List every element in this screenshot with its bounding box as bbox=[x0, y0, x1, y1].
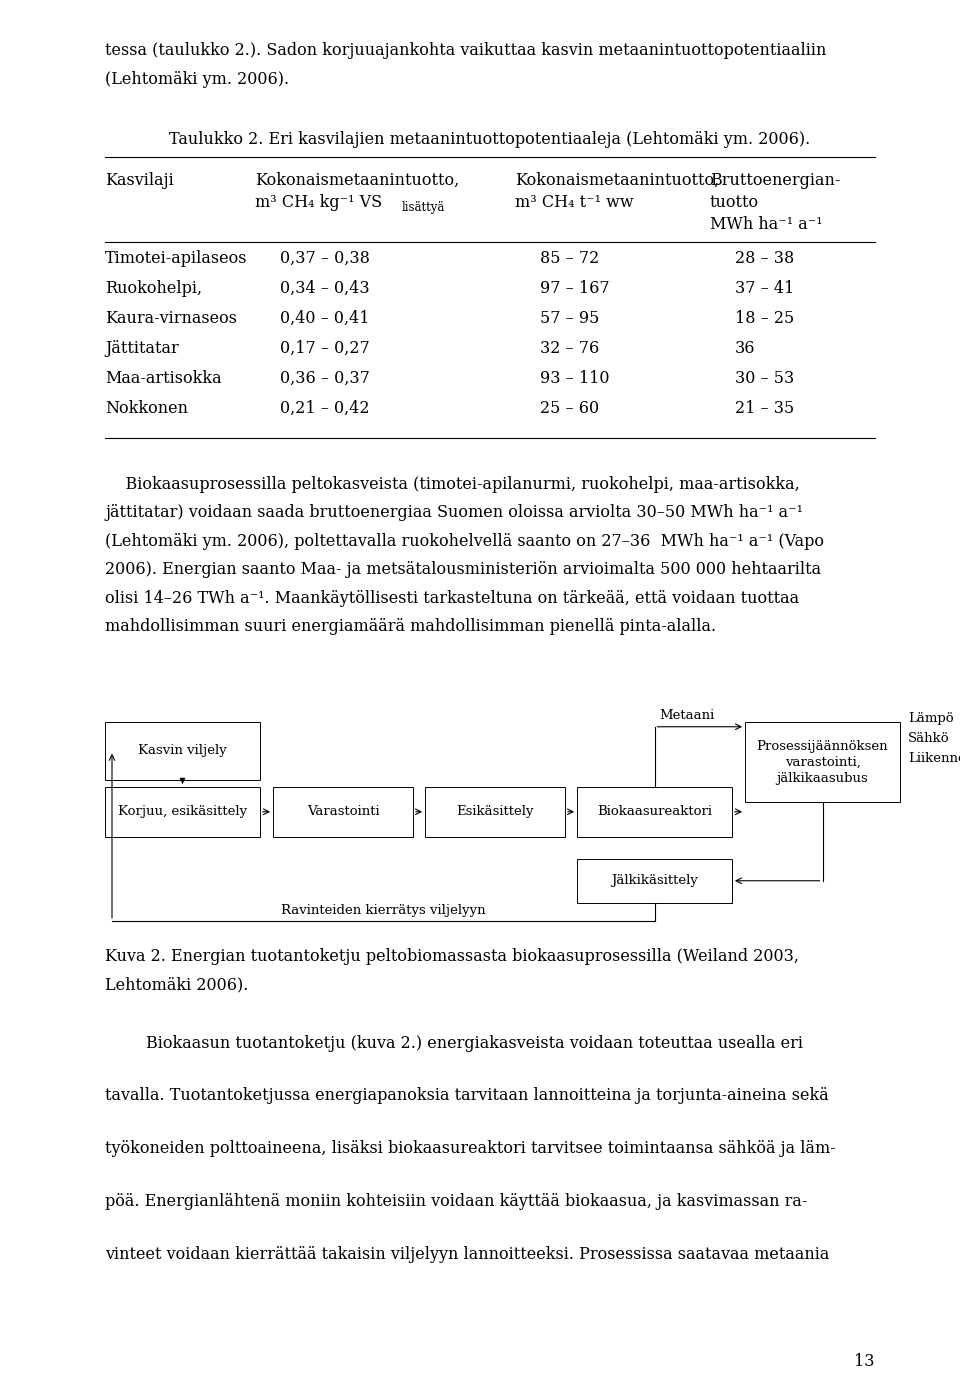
Bar bbox=[105, 722, 260, 780]
Text: 0,34 – 0,43: 0,34 – 0,43 bbox=[280, 280, 370, 296]
Text: mahdollisimman suuri energiamäärä mahdollisimman pienellä pinta-alalla.: mahdollisimman suuri energiamäärä mahdol… bbox=[105, 618, 716, 636]
Text: Sähkö: Sähkö bbox=[908, 732, 949, 744]
Text: Jättitatar: Jättitatar bbox=[105, 339, 179, 356]
Text: 57 – 95: 57 – 95 bbox=[540, 310, 599, 327]
Text: Kasvin viljely: Kasvin viljely bbox=[138, 744, 227, 757]
Text: 0,21 – 0,42: 0,21 – 0,42 bbox=[280, 399, 370, 417]
Text: työkoneiden polttoaineena, lisäksi biokaasureaktori tarvitsee toimintaansa sähkö: työkoneiden polttoaineena, lisäksi bioka… bbox=[105, 1141, 836, 1157]
Text: (Lehtomäki ym. 2006).: (Lehtomäki ym. 2006). bbox=[105, 71, 289, 88]
Text: 28 – 38: 28 – 38 bbox=[735, 250, 794, 267]
Text: tessa (taulukko 2.). Sadon korjuuajankohta vaikuttaa kasvin metaanintuottopotent: tessa (taulukko 2.). Sadon korjuuajankoh… bbox=[105, 42, 827, 58]
Bar bbox=[745, 722, 900, 803]
Text: Kasvilaji: Kasvilaji bbox=[105, 171, 174, 189]
Text: Ruokohelpi,: Ruokohelpi, bbox=[105, 280, 203, 296]
Text: Biokaasuprosessilla peltokasveista (timotei-apilanurmi, ruokohelpi, maa-artisokk: Biokaasuprosessilla peltokasveista (timo… bbox=[105, 476, 800, 492]
Bar bbox=[577, 858, 732, 903]
Text: 0,37 – 0,38: 0,37 – 0,38 bbox=[280, 250, 370, 267]
Text: Jälkikäsittely: Jälkikäsittely bbox=[612, 875, 698, 887]
Text: Maa-artisokka: Maa-artisokka bbox=[105, 370, 222, 387]
Text: Biokaasureaktori: Biokaasureaktori bbox=[597, 805, 712, 818]
Text: pöä. Energianlähtenä moniin kohteisiin voidaan käyttää biokaasua, ja kasvimassan: pöä. Energianlähtenä moniin kohteisiin v… bbox=[105, 1193, 807, 1210]
Text: 18 – 25: 18 – 25 bbox=[735, 310, 794, 327]
Text: 37 – 41: 37 – 41 bbox=[735, 280, 794, 296]
Bar bbox=[425, 787, 565, 837]
Text: 0,36 – 0,37: 0,36 – 0,37 bbox=[280, 370, 370, 387]
Text: Biokaasun tuotantoketju (kuva 2.) energiakasveista voidaan toteuttaa usealla eri: Biokaasun tuotantoketju (kuva 2.) energi… bbox=[105, 1035, 803, 1052]
Text: Esikäsittely: Esikäsittely bbox=[456, 805, 534, 818]
Text: MWh ha⁻¹ a⁻¹: MWh ha⁻¹ a⁻¹ bbox=[710, 216, 823, 234]
Text: Bruttoenergian-: Bruttoenergian- bbox=[710, 171, 840, 189]
Bar bbox=[105, 787, 260, 837]
Text: Prosessijäännöksen
varastointi,
jälkikaasubus: Prosessijäännöksen varastointi, jälkikaa… bbox=[756, 740, 888, 785]
Text: 21 – 35: 21 – 35 bbox=[735, 399, 794, 417]
Text: Kuva 2. Energian tuotantoketju peltobiomassasta biokaasuprosessilla (Weiland 200: Kuva 2. Energian tuotantoketju peltobiom… bbox=[105, 947, 799, 965]
Text: 13: 13 bbox=[854, 1353, 875, 1370]
Text: 0,40 – 0,41: 0,40 – 0,41 bbox=[280, 310, 370, 327]
Text: Metaani: Metaani bbox=[660, 709, 715, 722]
Text: 97 – 167: 97 – 167 bbox=[540, 280, 610, 296]
Text: (Lehtomäki ym. 2006), poltettavalla ruokohelvellä saanto on 27–36  MWh ha⁻¹ a⁻¹ : (Lehtomäki ym. 2006), poltettavalla ruok… bbox=[105, 533, 824, 549]
Text: 2006). Energian saanto Maa- ja metsätalousministeriön arvioimalta 500 000 hehtaa: 2006). Energian saanto Maa- ja metsätalo… bbox=[105, 561, 821, 579]
Text: Lämpö: Lämpö bbox=[908, 712, 953, 725]
Text: 85 – 72: 85 – 72 bbox=[540, 250, 599, 267]
Text: Varastointi: Varastointi bbox=[306, 805, 379, 818]
Text: jättitatar) voidaan saada bruttoenergiaa Suomen oloissa arviolta 30–50 MWh ha⁻¹ : jättitatar) voidaan saada bruttoenergiaa… bbox=[105, 505, 803, 522]
Text: m³ CH₄ kg⁻¹ VS: m³ CH₄ kg⁻¹ VS bbox=[255, 193, 382, 211]
Text: Kokonaismetaanintuotto,: Kokonaismetaanintuotto, bbox=[255, 171, 459, 189]
Text: 93 – 110: 93 – 110 bbox=[540, 370, 610, 387]
Text: m³ CH₄ t⁻¹ ww: m³ CH₄ t⁻¹ ww bbox=[515, 193, 634, 211]
Text: 32 – 76: 32 – 76 bbox=[540, 339, 599, 356]
Bar bbox=[273, 787, 413, 837]
Text: Korjuu, esikäsittely: Korjuu, esikäsittely bbox=[118, 805, 247, 818]
Text: Lehtomäki 2006).: Lehtomäki 2006). bbox=[105, 976, 249, 993]
Text: Taulukko 2. Eri kasvilajien metaanintuottopotentiaaleja (Lehtomäki ym. 2006).: Taulukko 2. Eri kasvilajien metaanintuot… bbox=[169, 131, 810, 147]
Text: Timotei-apilaseos: Timotei-apilaseos bbox=[105, 250, 248, 267]
Text: 25 – 60: 25 – 60 bbox=[540, 399, 599, 417]
Text: Nokkonen: Nokkonen bbox=[105, 399, 188, 417]
Text: 36: 36 bbox=[735, 339, 756, 356]
Text: tavalla. Tuotantoketjussa energiapanoksia tarvitaan lannoitteina ja torjunta-ain: tavalla. Tuotantoketjussa energiapanoksi… bbox=[105, 1088, 828, 1104]
Text: vinteet voidaan kierrättää takaisin viljelyyn lannoitteeksi. Prosessissa saatava: vinteet voidaan kierrättää takaisin vilj… bbox=[105, 1246, 829, 1263]
Text: Kaura-virnaseos: Kaura-virnaseos bbox=[105, 310, 237, 327]
Bar bbox=[577, 787, 732, 837]
Text: tuotto: tuotto bbox=[710, 193, 759, 211]
Text: 0,17 – 0,27: 0,17 – 0,27 bbox=[280, 339, 370, 356]
Text: lisättyä: lisättyä bbox=[402, 200, 445, 214]
Text: Ravinteiden kierrätys viljelyyn: Ravinteiden kierrätys viljelyyn bbox=[281, 904, 486, 917]
Text: Liikennepolttoaine: Liikennepolttoaine bbox=[908, 751, 960, 765]
Text: 30 – 53: 30 – 53 bbox=[735, 370, 794, 387]
Text: olisi 14–26 TWh a⁻¹. Maankäytöllisesti tarkasteltuna on tärkeää, että voidaan tu: olisi 14–26 TWh a⁻¹. Maankäytöllisesti t… bbox=[105, 590, 799, 606]
Text: Kokonaismetaanintuotto,: Kokonaismetaanintuotto, bbox=[515, 171, 719, 189]
